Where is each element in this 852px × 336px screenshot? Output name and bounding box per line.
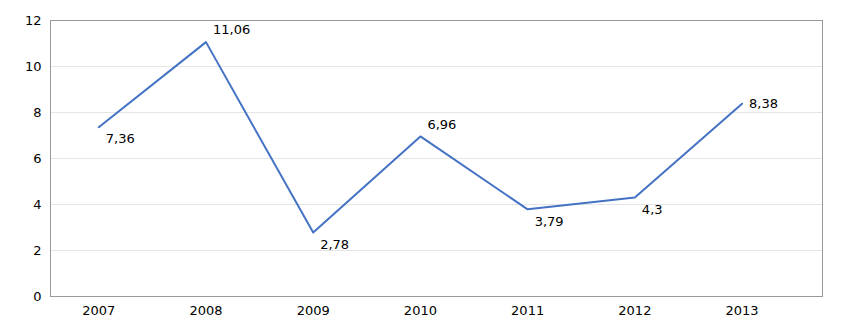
svg-text:4,3: 4,3: [642, 202, 663, 217]
svg-text:2010: 2010: [404, 303, 437, 318]
svg-text:8: 8: [33, 105, 41, 120]
svg-text:2012: 2012: [618, 303, 651, 318]
svg-text:6,96: 6,96: [427, 117, 456, 132]
svg-text:0: 0: [33, 289, 41, 304]
svg-text:2008: 2008: [189, 303, 222, 318]
svg-text:8,38: 8,38: [749, 96, 778, 111]
svg-text:2013: 2013: [726, 303, 759, 318]
svg-text:2: 2: [33, 243, 41, 258]
svg-text:12: 12: [25, 13, 42, 28]
svg-text:4: 4: [33, 197, 41, 212]
svg-text:2009: 2009: [297, 303, 330, 318]
svg-text:2011: 2011: [511, 303, 544, 318]
svg-text:10: 10: [25, 59, 42, 74]
svg-text:3,79: 3,79: [535, 213, 564, 228]
svg-text:2007: 2007: [82, 303, 115, 318]
svg-text:6: 6: [33, 151, 41, 166]
svg-text:2,78: 2,78: [320, 237, 349, 252]
svg-text:11,06: 11,06: [213, 22, 250, 37]
svg-text:7,36: 7,36: [106, 131, 135, 146]
